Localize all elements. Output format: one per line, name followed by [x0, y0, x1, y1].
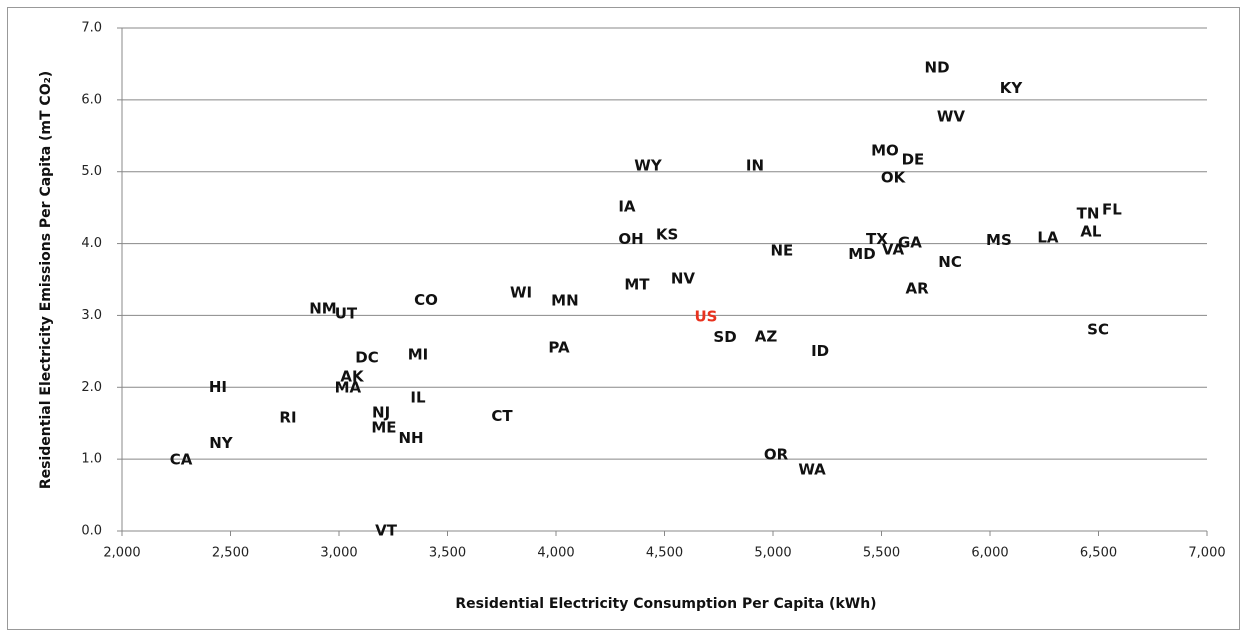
chart-border — [7, 7, 1240, 630]
point-label: AK — [340, 368, 365, 386]
point-label: OH — [618, 230, 643, 248]
y-tick-label: 3.0 — [81, 308, 102, 323]
y-tick-label: 0.0 — [81, 524, 102, 539]
point-label: NH — [398, 429, 423, 447]
point-label: ME — [371, 419, 396, 437]
point-label: ND — [925, 59, 950, 77]
point-label: IA — [618, 197, 636, 215]
point-label: TN — [1077, 205, 1100, 223]
point-label: OR — [764, 445, 789, 463]
x-tick-label: 5,000 — [754, 546, 791, 561]
point-label: MI — [408, 345, 429, 363]
x-tick-label: 6,000 — [971, 546, 1008, 561]
y-tick-label: 6.0 — [81, 92, 102, 107]
point-label: WA — [798, 460, 826, 478]
point-label: ID — [811, 342, 829, 360]
point-label: DE — [902, 151, 925, 169]
point-label: CO — [414, 291, 438, 309]
point-label: CA — [170, 450, 193, 468]
point-label: PA — [548, 338, 570, 356]
x-tick-label: 5,500 — [863, 546, 900, 561]
point-label: GA — [898, 233, 922, 251]
point-label: FL — [1102, 200, 1122, 218]
point-label: WV — [937, 108, 966, 126]
x-tick-label: 2,500 — [212, 546, 249, 561]
point-label: TX — [866, 230, 888, 248]
x-tick-label: 3,500 — [429, 546, 466, 561]
y-tick-label: 4.0 — [81, 236, 102, 251]
point-label: LA — [1037, 228, 1059, 246]
point-label: MN — [551, 292, 578, 310]
point-label: US — [694, 307, 717, 325]
y-axis-title: Residential Electricity Emissions Per Ca… — [38, 71, 54, 489]
x-tick-label: 2,000 — [103, 546, 140, 561]
point-label: MA — [335, 379, 362, 397]
y-tick-label: 1.0 — [81, 452, 102, 467]
point-label: SC — [1087, 320, 1109, 338]
point-label: AR — [906, 279, 930, 297]
point-label: SD — [713, 328, 736, 346]
point-label: NC — [938, 253, 962, 271]
point-label: DC — [355, 348, 378, 366]
point-label: MO — [871, 141, 899, 159]
point-label: CT — [491, 407, 513, 425]
point-label: OK — [881, 169, 907, 187]
point-label: WI — [510, 284, 532, 302]
point-label: NE — [770, 241, 793, 259]
point-label: NJ — [372, 404, 390, 422]
point-label: IN — [746, 156, 764, 174]
point-label: UT — [335, 304, 358, 322]
x-axis-title: Residential Electricity Consumption Per … — [455, 596, 876, 612]
y-tick-label: 7.0 — [81, 21, 102, 36]
point-label: NM — [309, 299, 336, 317]
point-label: WY — [634, 156, 663, 174]
point-label: MT — [624, 276, 650, 294]
x-tick-label: 7,000 — [1188, 546, 1225, 561]
y-tick-label: 2.0 — [81, 380, 102, 395]
point-label: KY — [1000, 79, 1024, 97]
x-tick-label: 3,000 — [320, 546, 357, 561]
point-label: KS — [656, 225, 678, 243]
point-label: VT — [375, 522, 398, 540]
point-label: VA — [882, 241, 905, 259]
point-label: MS — [986, 231, 1012, 249]
point-label: NV — [671, 269, 696, 287]
point-label: AL — [1080, 223, 1102, 241]
point-label: MD — [848, 245, 875, 263]
x-tick-label: 6,500 — [1080, 546, 1117, 561]
point-label: AZ — [755, 327, 778, 345]
y-tick-label: 5.0 — [81, 164, 102, 179]
x-tick-label: 4,000 — [537, 546, 574, 561]
x-tick-label: 4,500 — [646, 546, 683, 561]
point-label: HI — [209, 378, 227, 396]
point-label: NY — [209, 434, 234, 452]
point-label: RI — [279, 409, 296, 427]
point-label: IL — [410, 389, 426, 407]
